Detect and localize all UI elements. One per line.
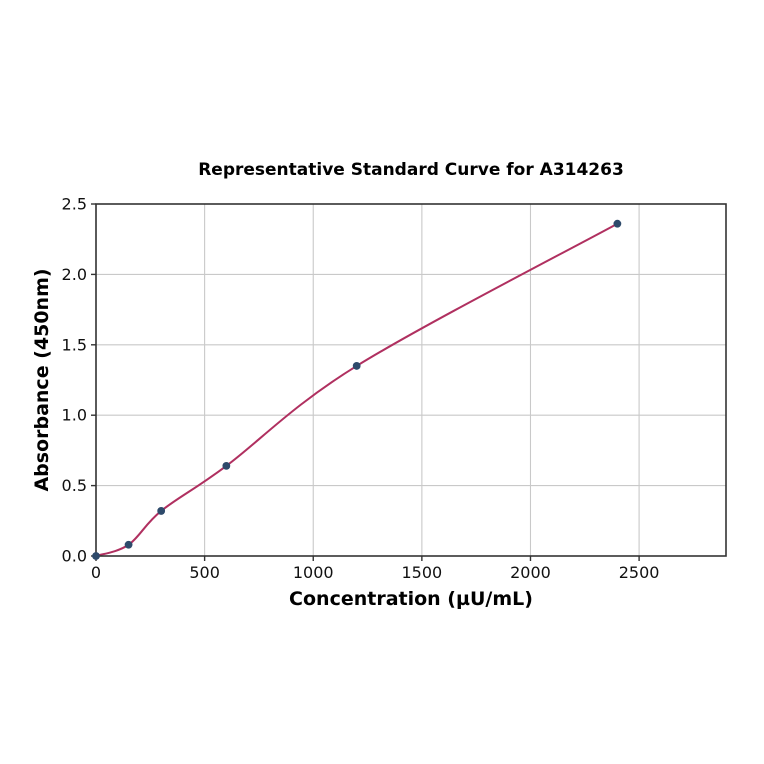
x-tick-label: 2000 xyxy=(510,563,551,582)
data-point-marker xyxy=(124,540,133,549)
y-tick-label: 1.0 xyxy=(62,406,87,425)
y-tick-label: 2.5 xyxy=(62,195,87,214)
data-point-marker xyxy=(222,461,231,470)
axes-frame xyxy=(95,203,727,557)
data-point-marker xyxy=(613,219,622,228)
y-tick-label: 2.0 xyxy=(62,265,87,284)
data-point-marker xyxy=(92,552,100,560)
data-point-marker xyxy=(352,362,361,370)
fit-curve-line xyxy=(95,222,618,557)
y-tick-label: 1.5 xyxy=(62,335,87,354)
x-tick-label: 1000 xyxy=(293,563,334,582)
x-tick-label: 0 xyxy=(91,563,101,582)
x-tick-label: 2500 xyxy=(619,563,660,582)
x-tick-label: 1500 xyxy=(402,563,443,582)
y-tick-label: 0.5 xyxy=(62,476,87,495)
chart-title: Representative Standard Curve for A31426… xyxy=(198,160,624,180)
data-point-marker xyxy=(157,507,166,515)
y-tick-label: 0.0 xyxy=(62,547,87,566)
x-axis-label: Concentration (µU/mL) xyxy=(289,588,533,610)
x-tick-label: 500 xyxy=(189,563,220,582)
